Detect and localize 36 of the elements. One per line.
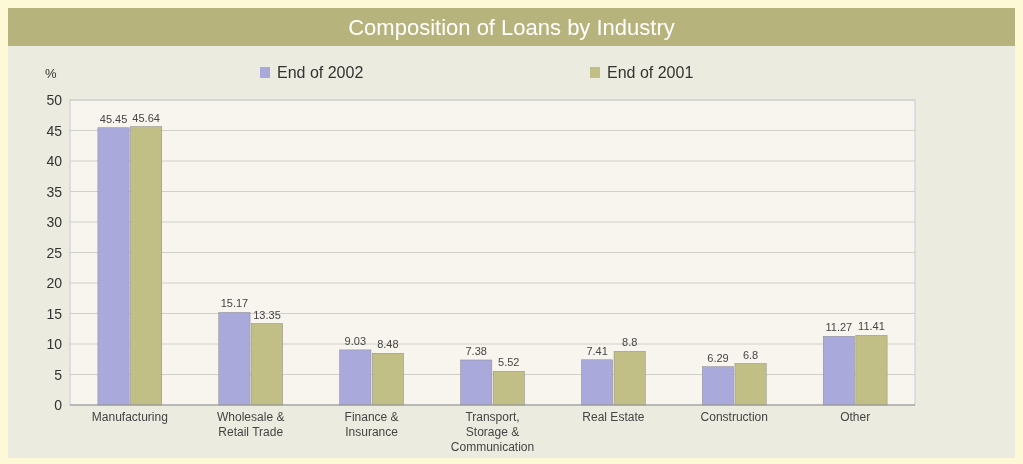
- data-label: 5.52: [498, 356, 520, 369]
- x-tick-label: Wholesale & Retail Trade: [217, 410, 285, 439]
- y-tick-label: 15: [46, 305, 63, 322]
- y-tick-label: 0: [54, 397, 63, 413]
- y-tick-label: 5: [54, 366, 63, 383]
- x-tick-label: Other: [840, 410, 871, 424]
- y-tick-label: 25: [46, 244, 63, 261]
- data-label: 8.48: [377, 338, 399, 351]
- y-tick-label: 50: [46, 92, 63, 108]
- chart-title: Composition of Loans by Industry: [348, 15, 675, 40]
- data-label: 6.29: [707, 351, 729, 364]
- y-tick-label: 40: [46, 153, 63, 169]
- data-label: 6.8: [742, 348, 759, 361]
- data-label: 9.03: [344, 334, 367, 347]
- data-label: 45.64: [132, 111, 160, 124]
- y-tick-label: 45: [46, 122, 63, 139]
- data-label: 15.17: [220, 297, 249, 310]
- y-tick-label: 30: [46, 214, 63, 230]
- data-label: 7.38: [465, 344, 487, 357]
- legend-label: End of 2001: [607, 64, 694, 81]
- data-label: 13.35: [253, 308, 281, 321]
- data-label: 8.8: [622, 336, 638, 349]
- data-label: 7.41: [586, 344, 608, 357]
- x-tick-label: Real Estate: [582, 410, 645, 424]
- y-axis-title: %: [45, 66, 57, 81]
- y-tick-label: 10: [46, 336, 63, 352]
- y-tick-label: 20: [46, 275, 63, 291]
- y-tick-label: 35: [46, 183, 63, 200]
- data-label: 11.27: [825, 321, 853, 334]
- x-tick-label: Construction: [700, 410, 768, 424]
- legend-label: End of 2002: [277, 64, 364, 81]
- x-tick-label: Finance & Insurance: [344, 410, 399, 439]
- x-tick-label: Manufacturing: [91, 410, 168, 424]
- data-label: 11.41: [858, 320, 885, 333]
- data-label: 45.45: [99, 112, 128, 125]
- x-tick-label: Transport, Storage & Communication: [450, 410, 535, 454]
